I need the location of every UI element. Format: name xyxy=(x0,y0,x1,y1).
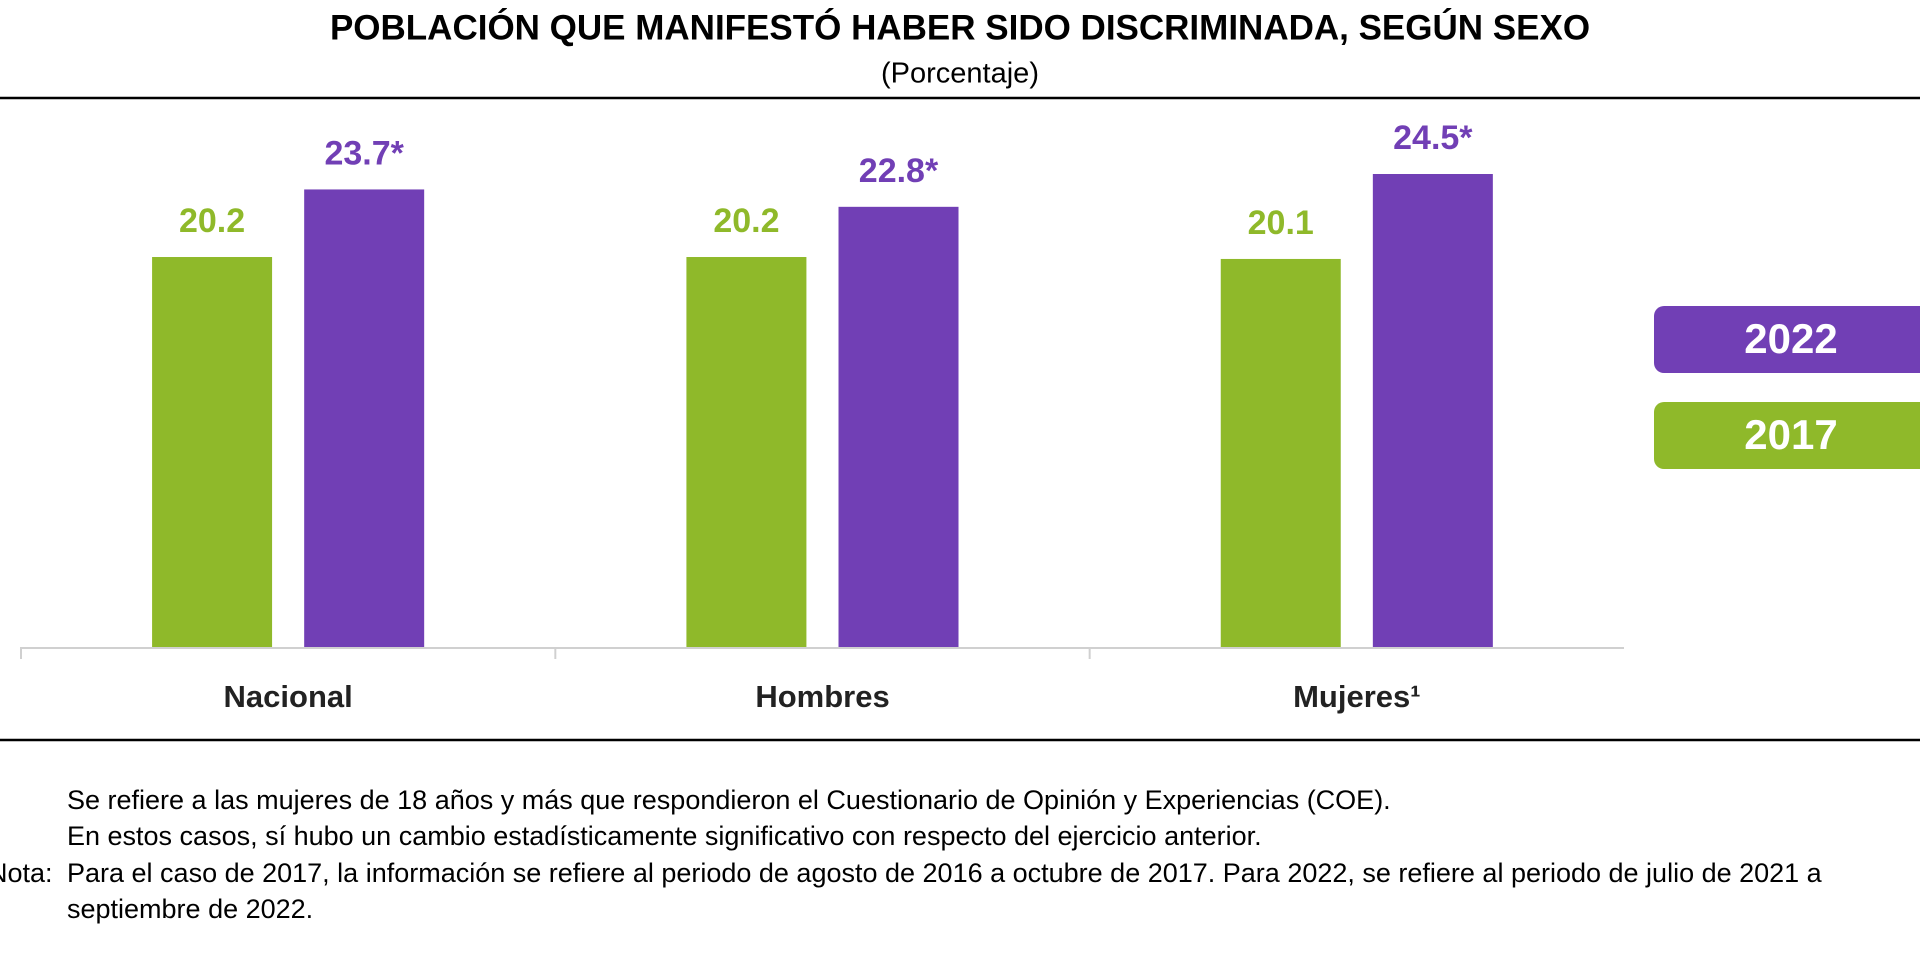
value-label: 24.5* xyxy=(1393,119,1473,157)
footnote: Se refiere a las mujeres de 18 años y má… xyxy=(67,785,1391,815)
chart-subtitle: (Porcentaje) xyxy=(881,58,1039,90)
bar xyxy=(1220,258,1341,647)
chart-title: POBLACIÓN QUE MANIFESTÓ HABER SIDO DISCR… xyxy=(330,7,1590,47)
value-label: 20.2 xyxy=(713,202,779,240)
bar xyxy=(838,206,959,647)
value-label: 22.8* xyxy=(859,152,939,190)
chart: POBLACIÓN QUE MANIFESTÓ HABER SIDO DISCR… xyxy=(0,7,1920,742)
footnote: Para el caso de 2017, la información se … xyxy=(67,858,1822,924)
value-label: 20.1 xyxy=(1248,204,1314,242)
bar xyxy=(304,189,425,648)
value-label: 23.7* xyxy=(324,134,404,172)
footnote-label: Nota: xyxy=(0,858,53,888)
x-tick-label: Mujeres¹ xyxy=(1293,679,1420,714)
bar xyxy=(152,257,273,647)
x-tick-label: Hombres xyxy=(755,679,889,714)
legend-label: 2022 xyxy=(1744,315,1837,362)
x-tick-label: Nacional xyxy=(224,679,353,714)
legend-swatch xyxy=(1654,306,1920,373)
legend-swatch xyxy=(1654,402,1920,469)
bar xyxy=(1372,174,1493,647)
legend-label: 2017 xyxy=(1744,411,1837,458)
value-label: 20.2 xyxy=(179,202,245,240)
footnote: En estos casos, sí hubo un cambio estadí… xyxy=(67,821,1262,851)
bar xyxy=(686,257,807,647)
